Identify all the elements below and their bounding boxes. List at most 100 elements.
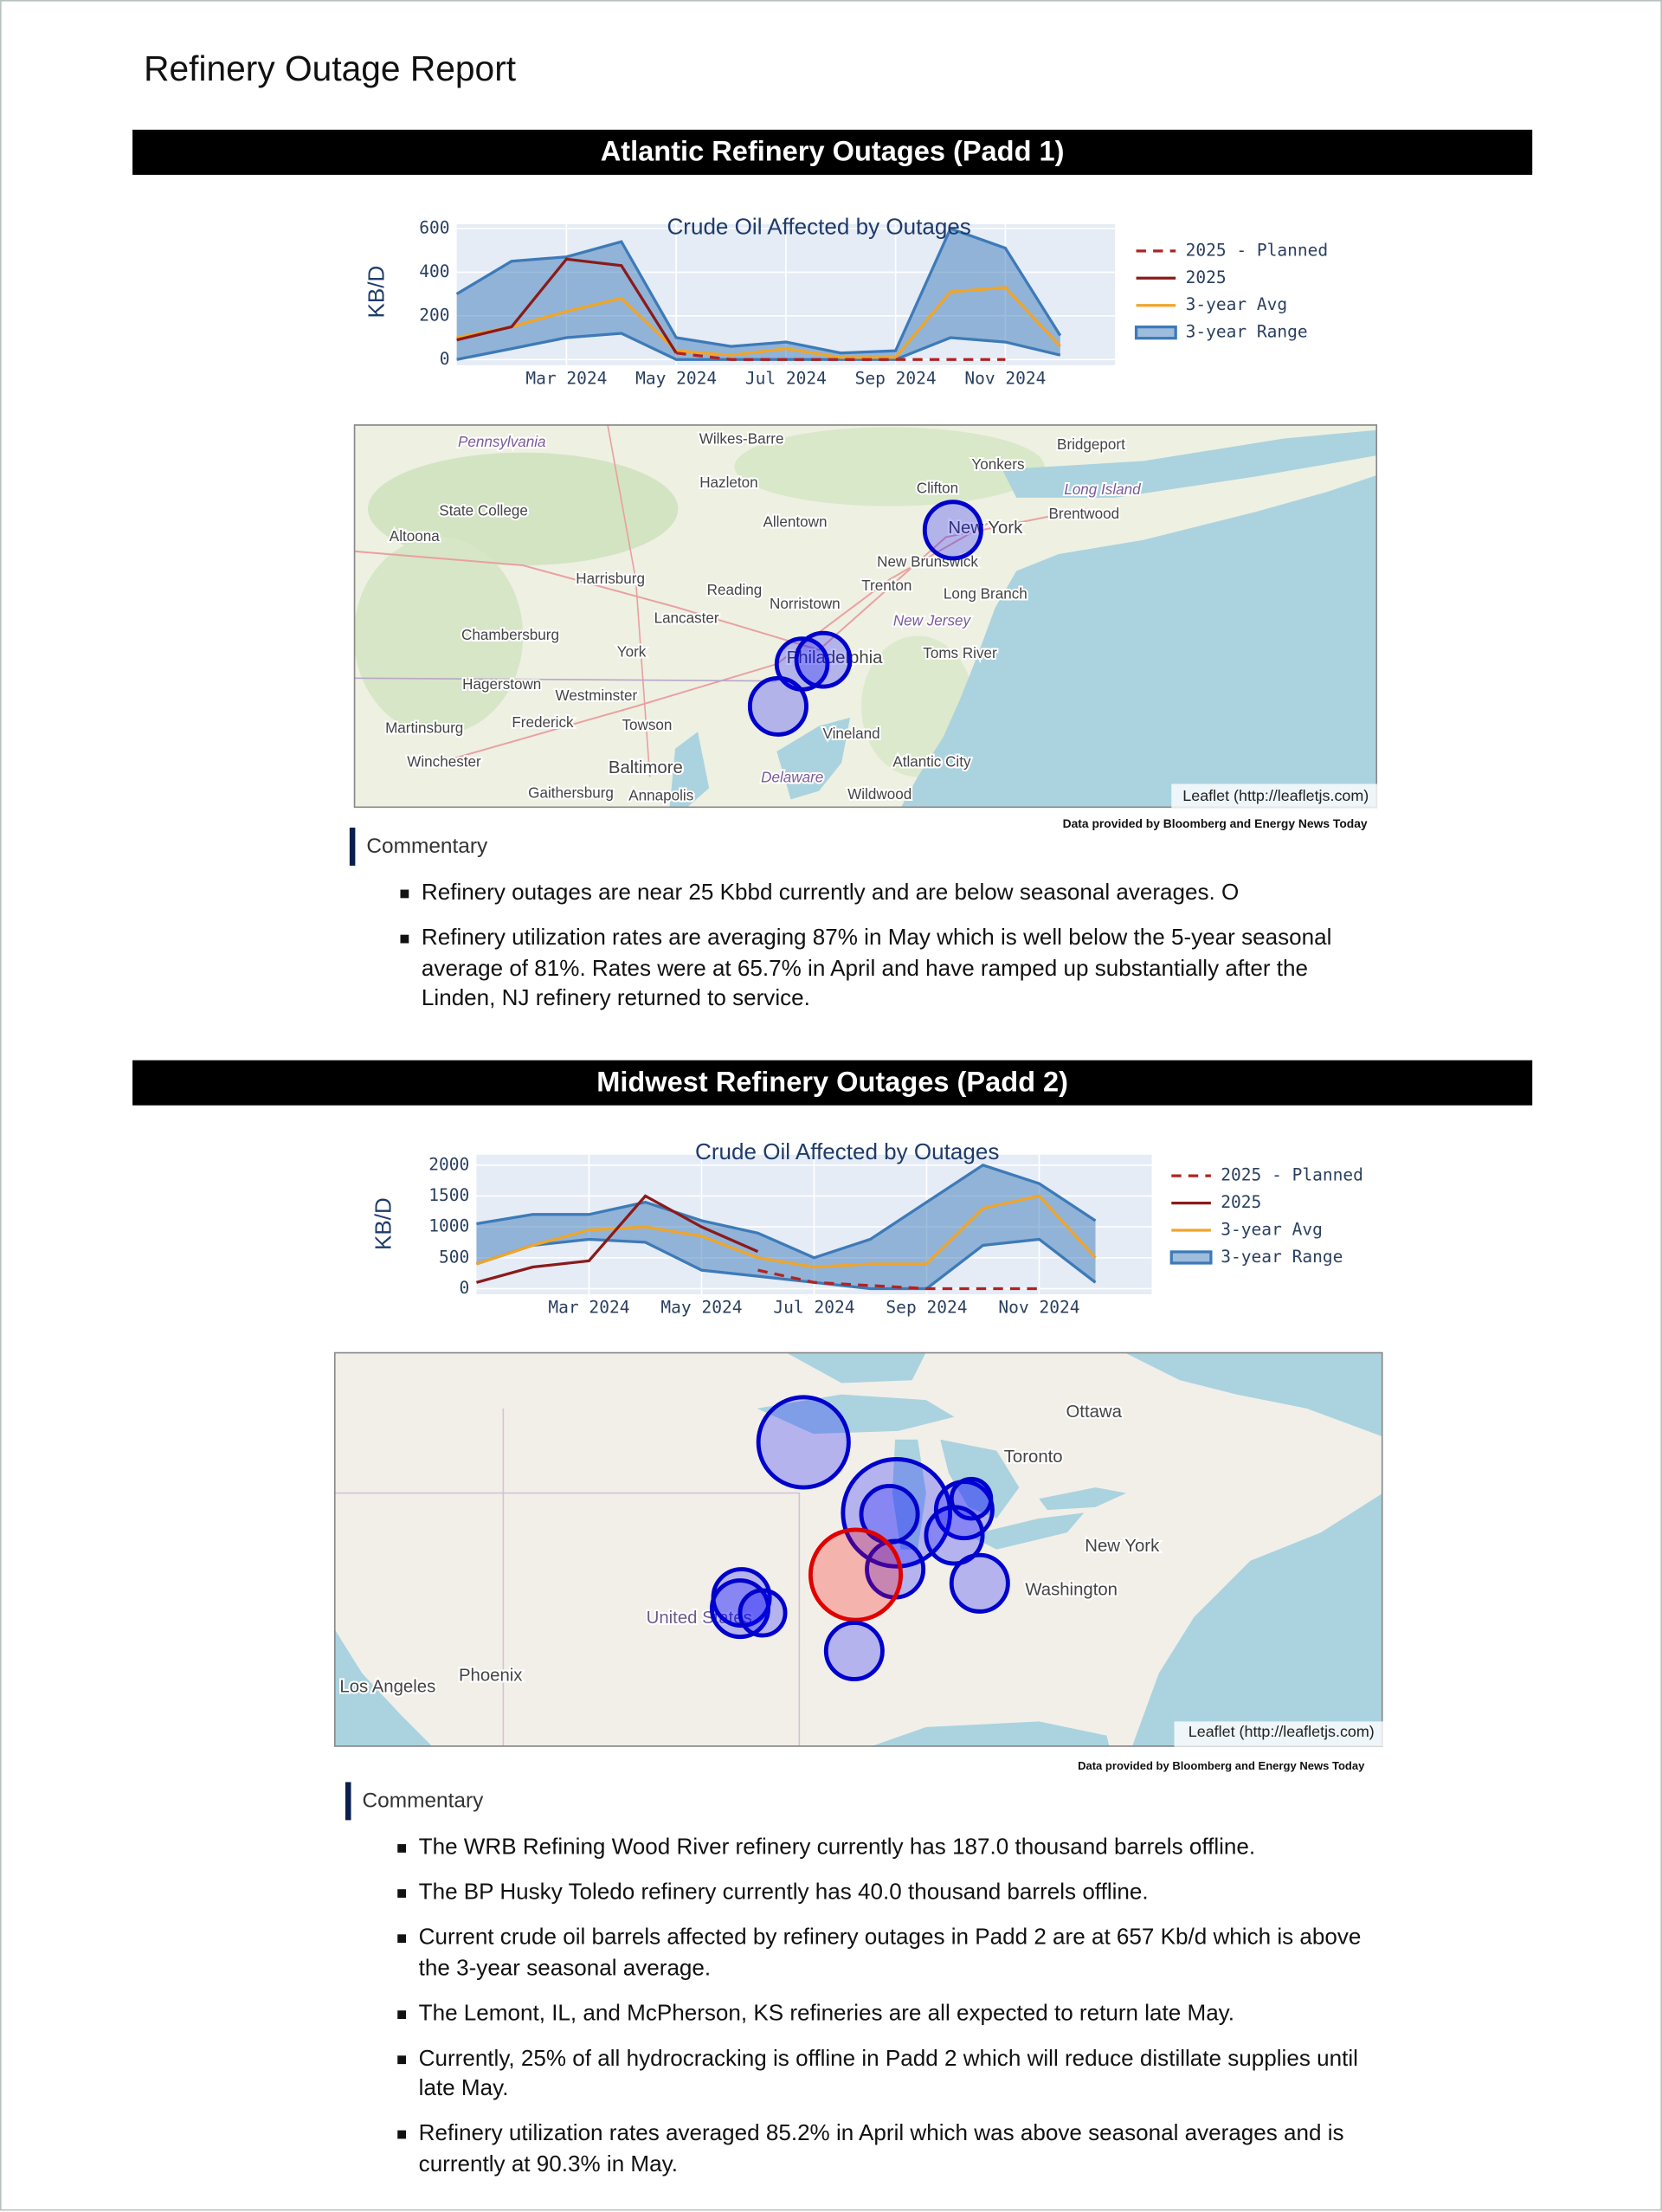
map-attribution[interactable]: Leaflet (http://leafletjs.com) [1189,1723,1375,1740]
map-water [785,1351,926,1383]
outage-marker[interactable] [747,675,808,737]
map-border [333,1492,801,1747]
map-label: Frederick [512,714,574,731]
map-label: Reading [707,582,763,598]
range-low-line [456,332,1061,361]
x-tick-label: Nov 2024 [998,1298,1079,1318]
map-label: Annapolis [628,788,693,804]
map-label: Gaithersburg [528,784,614,801]
legend-label: 3-year Range [1221,1247,1343,1267]
map-label: Trenton [861,577,912,594]
chart-title: Crude Oil Affected by Outages [667,214,970,240]
map-label: Pennsylvania [458,434,546,450]
map-label: Bridgeport [1057,436,1125,453]
map-label: New Jersey [893,613,972,629]
map-water [1123,1351,1383,1437]
map-water [1039,1487,1127,1511]
series-line [476,1194,759,1284]
map-label: Toms River [923,645,997,661]
chart-title: Crude Oil Affected by Outages [695,1138,999,1164]
x-tick-label: Sep 2024 [855,369,937,389]
commentary-item: Refinery outages are near 25 Kbbd curren… [400,879,1359,909]
legend-label: 3-year Avg [1221,1220,1323,1240]
range-high-line [476,1164,1097,1260]
outage-marker[interactable] [756,1395,851,1490]
map-label: Wilkes-Barre [699,431,784,448]
outage-marker[interactable] [922,500,983,561]
map-label: Wildwood [847,786,912,803]
series-line [456,257,678,354]
report-title: Refinery Outage Report [144,48,517,89]
commentary-item: Refinery utilization rates are averaging… [400,924,1359,1015]
map-label: Westminster [556,687,638,704]
map-water [757,1394,955,1435]
section-title: Atlantic Refinery Outages (Padd 1) [132,129,1533,175]
x-tick-label: May 2024 [635,369,717,389]
map-label: Winchester [407,754,481,771]
legend-label: 3-year Avg [1186,294,1288,314]
y-tick-label: 200 [419,305,449,325]
map-labels: Pennsylvania Wilkes-Barre Bridgeport Yonker… [383,429,1143,806]
x-tick-label: Mar 2024 [525,369,607,389]
outage-marker[interactable] [794,630,853,689]
map-label: Lancaster [654,609,719,626]
map-label: Washington [1025,1580,1118,1599]
map-forest [734,427,1045,506]
map-forest [368,452,679,566]
source-note: Data provided by Bloomberg and Energy Ne… [1062,816,1368,831]
legend-label: 3-year Range [1186,322,1308,342]
commentary-item: The WRB Refining Wood River refinery cur… [397,1833,1399,1863]
y-tick-label: 500 [439,1247,469,1267]
map-label: Long Branch [944,586,1027,603]
commentary-heading: Commentary [345,1782,483,1821]
legend-swatch [1169,1250,1213,1265]
range-band [456,228,1060,360]
y-tick-label: 1000 [428,1216,469,1236]
commentary-item: The Lemont, IL, and McPherson, KS refine… [397,1998,1399,2028]
map-water [776,717,850,800]
map-label: Hagerstown [462,676,541,693]
x-tick-label: Sep 2024 [886,1298,967,1318]
range-band [476,1164,1096,1289]
map-label: Atlantic City [892,754,971,771]
map-label: Long Island [1064,481,1141,498]
map-label: Allentown [763,514,827,531]
commentary-list: The WRB Refining Wood River refinery cur… [397,1833,1399,2195]
commentary-heading: Commentary [349,827,487,866]
series-line [757,1268,1040,1291]
map-label: Philadelphia [787,648,884,667]
map: Pennsylvania Wilkes-Barre Bridgeport Yonker… [353,424,1378,809]
map-label: New York [948,519,1023,538]
commentary-item: Current crude oil barrels affected by re… [397,1923,1399,1983]
x-tick-label: Mar 2024 [548,1298,629,1318]
map-attribution[interactable]: Leaflet (http://leafletjs.com) [1182,787,1369,804]
legend-label: 2025 - Planned [1221,1165,1363,1185]
outage-marker[interactable] [738,1588,788,1638]
map-label: Altoona [390,528,440,545]
y-tick-label: 1500 [428,1185,469,1205]
series-line [475,1194,1097,1269]
map-label: Delaware [761,769,823,785]
source-note: Data provided by Bloomberg and Energy Ne… [1078,1759,1365,1773]
y-axis-title: KB/D [370,1197,396,1250]
map-water [869,1721,1110,1747]
map-water [1131,1493,1383,1747]
x-tick-label: Nov 2024 [964,369,1046,389]
outage-marker[interactable] [949,1552,1010,1614]
map-label: State College [439,503,528,519]
map-label: York [617,644,647,661]
outage-marker[interactable] [808,1527,904,1622]
y-tick-label: 0 [440,349,450,369]
map-label: Toronto [1004,1448,1063,1467]
map-label: Harrisburg [576,571,645,587]
map-border [353,677,777,682]
x-tick-label: Jul 2024 [773,1298,854,1318]
outage-marker[interactable] [823,1620,885,1681]
y-tick-label: 400 [419,261,449,281]
map-water [333,1628,433,1747]
outage-marker[interactable] [841,1457,953,1569]
outage-marker[interactable] [924,1505,985,1566]
